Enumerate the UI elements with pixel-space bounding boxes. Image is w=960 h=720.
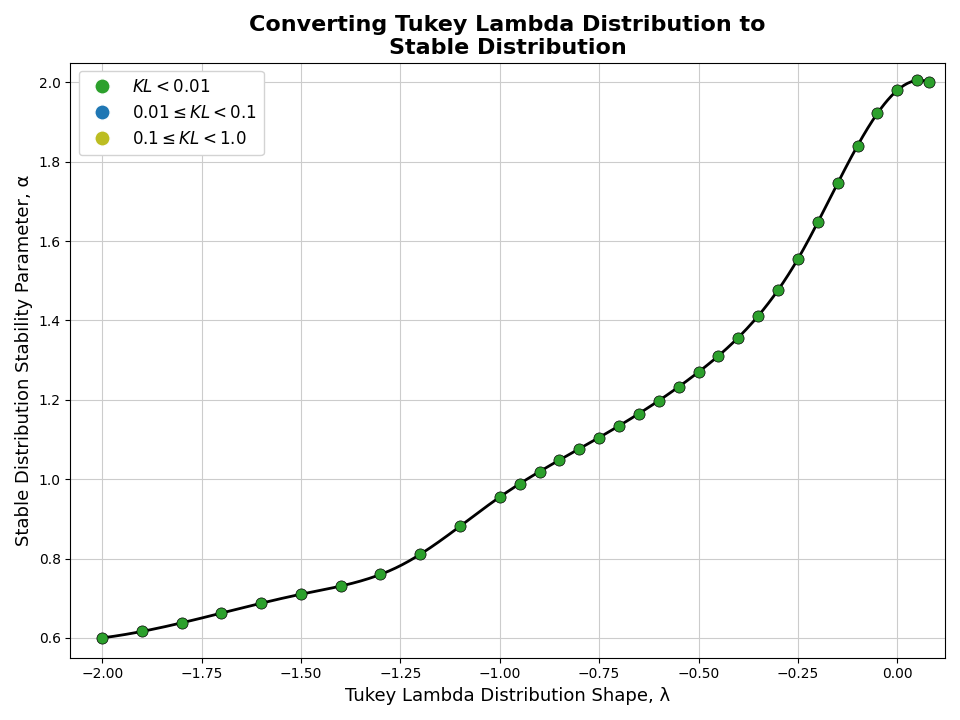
Point: [214, 608, 229, 619]
Point: [770, 284, 785, 296]
Point: [922, 76, 937, 88]
Point: [710, 350, 726, 361]
Point: [512, 478, 527, 490]
Point: [751, 310, 766, 322]
Point: [134, 626, 150, 637]
Point: [532, 466, 547, 477]
Point: [253, 598, 269, 609]
X-axis label: Tukey Lambda Distribution Shape, λ: Tukey Lambda Distribution Shape, λ: [346, 687, 670, 705]
Point: [909, 75, 924, 86]
Point: [850, 140, 865, 151]
Point: [731, 332, 746, 343]
Point: [830, 177, 846, 189]
Point: [571, 443, 587, 454]
Title: Converting Tukey Lambda Distribution to
Stable Distribution: Converting Tukey Lambda Distribution to …: [250, 15, 766, 58]
Point: [691, 366, 707, 378]
Y-axis label: Stable Distribution Stability Parameter, α: Stable Distribution Stability Parameter,…: [15, 174, 33, 546]
Point: [790, 253, 805, 265]
Point: [591, 432, 607, 444]
Point: [632, 408, 647, 419]
Point: [651, 395, 666, 406]
Point: [413, 549, 428, 560]
Legend: $KL < 0.01$, $0.01 \leq KL < 0.1$, $0.1 \leq KL < 1.0$: $KL < 0.01$, $0.01 \leq KL < 0.1$, $0.1 …: [79, 71, 264, 155]
Point: [294, 588, 309, 600]
Point: [372, 569, 388, 580]
Point: [94, 632, 109, 644]
Point: [671, 381, 686, 392]
Point: [333, 580, 348, 592]
Point: [870, 107, 885, 119]
Point: [890, 84, 905, 96]
Point: [552, 454, 567, 466]
Point: [452, 521, 468, 532]
Point: [492, 491, 508, 503]
Point: [810, 217, 826, 228]
Point: [612, 420, 627, 431]
Point: [174, 617, 189, 629]
